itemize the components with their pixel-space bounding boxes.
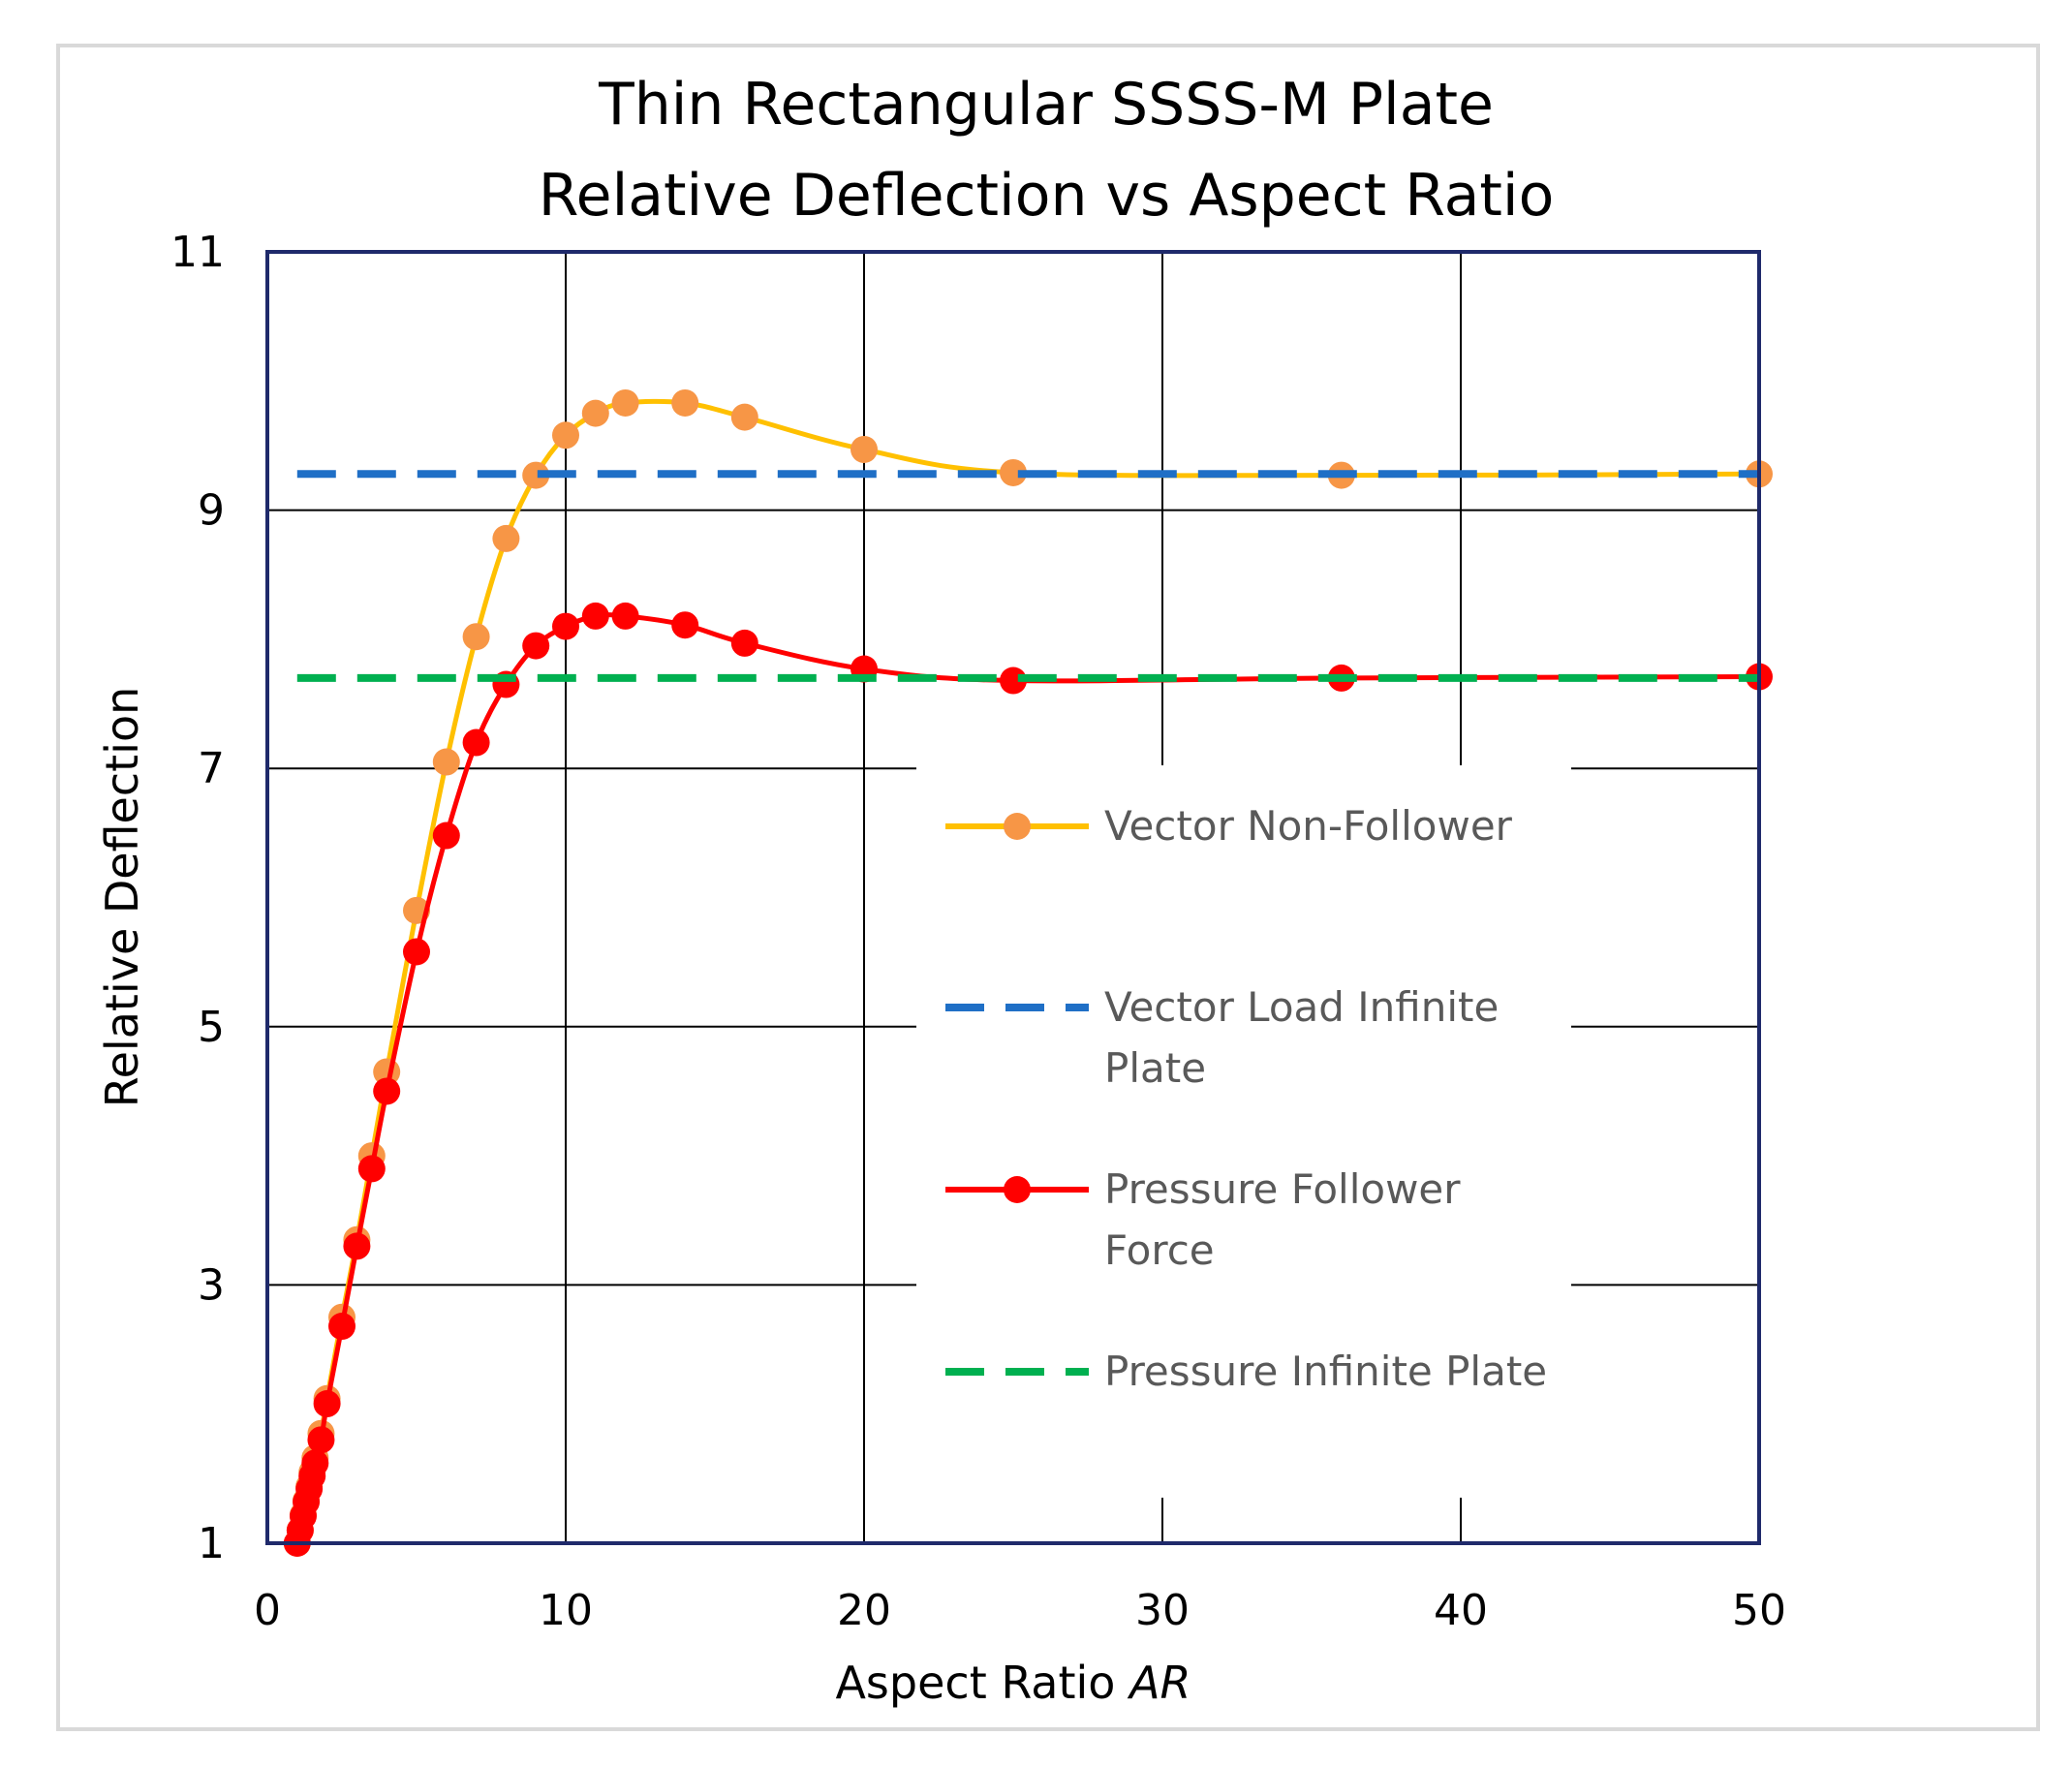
series-point-pressure-follower-force-12 bbox=[373, 1077, 401, 1105]
chart-title-line-1: Thin Rectangular SSSS-M Plate bbox=[598, 71, 1494, 139]
legend-label-vector-non-follower: Vector Non-Follower bbox=[1104, 802, 1513, 850]
series-layer bbox=[283, 388, 1773, 1557]
x-tick-label-40: 40 bbox=[1434, 1586, 1488, 1635]
x-axis-label-text: Aspect Ratio bbox=[835, 1657, 1115, 1709]
x-tick-label-0: 0 bbox=[254, 1586, 281, 1635]
series-point-vector-non-follower-20 bbox=[611, 388, 639, 417]
legend-label-pressure-infinite: Pressure Infinite Plate bbox=[1104, 1348, 1547, 1395]
series-point-pressure-follower-force-15 bbox=[462, 728, 490, 757]
series-point-pressure-follower-force-17 bbox=[522, 632, 550, 660]
series-point-vector-non-follower-17 bbox=[522, 461, 550, 489]
series-point-pressure-follower-force-22 bbox=[730, 629, 758, 657]
series-point-pressure-follower-force-13 bbox=[403, 938, 430, 966]
series-point-vector-non-follower-19 bbox=[581, 399, 609, 427]
x-axis-label: Aspect Ratio AR bbox=[835, 1657, 1191, 1709]
series-point-pressure-follower-force-9 bbox=[328, 1313, 356, 1341]
y-tick-label-1: 1 bbox=[198, 1519, 225, 1568]
series-point-pressure-follower-force-18 bbox=[552, 612, 579, 640]
series-point-vector-non-follower-16 bbox=[492, 524, 520, 552]
y-tick-label-7: 7 bbox=[198, 744, 225, 793]
x-tick-labels: 0 10 20 30 40 50 bbox=[254, 1586, 1786, 1635]
legend-label-pressure-follower-2: Force bbox=[1104, 1226, 1215, 1274]
series-point-vector-non-follower-15 bbox=[462, 623, 490, 651]
series-point-pressure-follower-force-20 bbox=[611, 602, 639, 630]
series-point-vector-non-follower-23 bbox=[850, 435, 878, 463]
series-point-pressure-follower-force-11 bbox=[357, 1155, 386, 1183]
series-point-pressure-follower-force-10 bbox=[343, 1232, 371, 1260]
series-point-vector-non-follower-24 bbox=[1000, 458, 1027, 486]
series-point-pressure-follower-force-19 bbox=[581, 602, 609, 630]
plot-area-border bbox=[265, 250, 1761, 1545]
y-axis-label: Relative Deflection bbox=[96, 687, 148, 1108]
series-point-pressure-follower-force-14 bbox=[432, 822, 460, 850]
chart-title-line-2: Relative Deflection vs Aspect Ratio bbox=[539, 162, 1555, 230]
x-tick-label-20: 20 bbox=[837, 1586, 891, 1635]
x-axis-label-italic: AR bbox=[1127, 1657, 1191, 1709]
y-tick-labels: 1 3 5 7 9 11 bbox=[170, 228, 225, 1568]
series-point-pressure-follower-force-24 bbox=[1000, 666, 1027, 695]
series-point-vector-non-follower-18 bbox=[552, 421, 579, 450]
series-point-pressure-follower-force-21 bbox=[671, 611, 699, 639]
y-tick-label-3: 3 bbox=[198, 1260, 225, 1310]
series-point-vector-non-follower-14 bbox=[432, 748, 460, 776]
legend-label-pressure-follower-1: Pressure Follower bbox=[1104, 1165, 1461, 1213]
y-tick-label-9: 9 bbox=[198, 486, 225, 536]
legend-swatch-pressure-follower-marker bbox=[1004, 1176, 1031, 1203]
series-point-vector-non-follower-22 bbox=[730, 403, 758, 431]
x-tick-label-50: 50 bbox=[1732, 1586, 1786, 1635]
series-point-pressure-follower-force-8 bbox=[313, 1390, 341, 1418]
y-tick-label-11: 11 bbox=[170, 228, 225, 277]
series-point-pressure-follower-force-6 bbox=[301, 1449, 329, 1477]
y-tick-label-5: 5 bbox=[198, 1003, 225, 1052]
legend: Vector Non-Follower Vector Load Infinite… bbox=[916, 765, 1571, 1498]
x-tick-label-10: 10 bbox=[539, 1586, 593, 1635]
legend-label-vector-infinite-1: Vector Load Infinite bbox=[1104, 983, 1499, 1031]
series-point-pressure-follower-force-7 bbox=[307, 1426, 335, 1454]
legend-label-vector-infinite-2: Plate bbox=[1104, 1044, 1206, 1092]
x-tick-label-30: 30 bbox=[1135, 1586, 1190, 1635]
series-point-vector-non-follower-21 bbox=[671, 388, 699, 417]
legend-swatch-vector-non-follower-marker bbox=[1004, 813, 1031, 840]
